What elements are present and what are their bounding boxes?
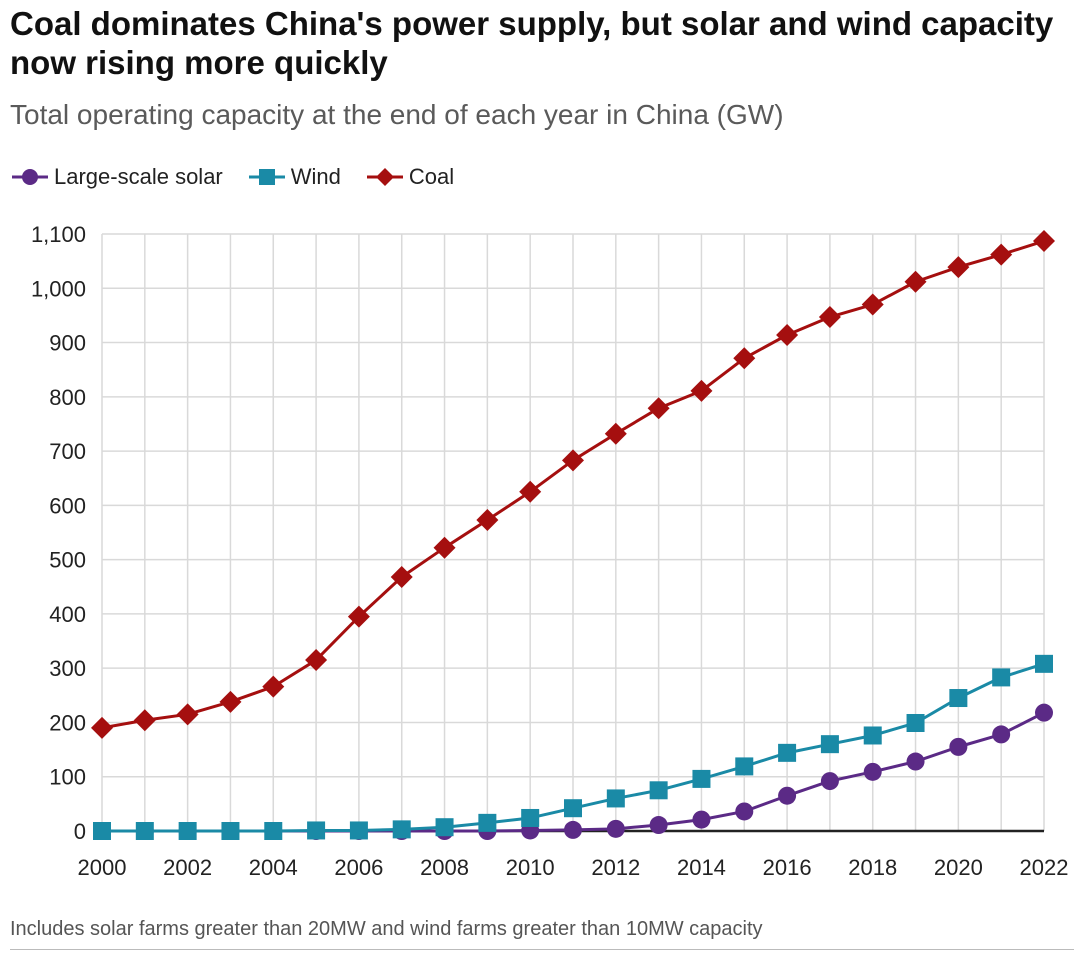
- wind-point: [906, 713, 925, 732]
- legend-label-solar: Large-scale solar: [54, 164, 223, 189]
- y-tick-label: 1,000: [31, 276, 86, 301]
- x-tick-label: 2006: [334, 855, 383, 880]
- wind-point: [93, 822, 111, 840]
- coal-point: [990, 243, 1013, 266]
- coal-point: [562, 449, 584, 472]
- large-scale-solar-point: [778, 786, 797, 805]
- coal-point: [133, 709, 156, 732]
- coal-point: [904, 270, 927, 293]
- diamond-marker-icon: [366, 168, 403, 186]
- wind-point: [478, 813, 497, 832]
- coal-point: [733, 347, 756, 370]
- coal-point: [947, 256, 970, 279]
- x-tick-label: 2020: [934, 855, 983, 880]
- wind-point: [820, 735, 839, 754]
- square-marker-icon: [248, 169, 285, 185]
- y-tick-label: 500: [49, 548, 86, 573]
- wind-point: [692, 769, 711, 788]
- wind-point: [992, 668, 1011, 687]
- coal-point: [219, 690, 242, 713]
- legend: Large-scale solar Wind Coal: [12, 164, 480, 190]
- coal-point: [476, 509, 499, 532]
- y-tick-label: 700: [49, 439, 86, 464]
- x-tick-label: 2018: [848, 855, 897, 880]
- y-tick-label: 600: [49, 493, 86, 518]
- coal-point: [519, 480, 542, 503]
- wind-point: [221, 822, 240, 840]
- y-tick-label: 200: [49, 710, 86, 735]
- wind-point: [307, 821, 326, 840]
- x-tick-label: 2012: [591, 855, 640, 880]
- x-tick-label: 2000: [78, 855, 127, 880]
- x-tick-label: 2022: [1020, 855, 1069, 880]
- wind-point: [392, 820, 411, 839]
- y-tick-label: 300: [49, 656, 86, 681]
- coal-point: [390, 566, 413, 589]
- wind-point: [778, 743, 797, 762]
- y-tick-label: 400: [49, 602, 86, 627]
- y-tick-label: 900: [49, 331, 86, 356]
- wind-point: [649, 781, 668, 800]
- large-scale-solar-point: [735, 802, 754, 821]
- wind-point: [135, 822, 154, 840]
- x-tick-label: 2002: [163, 855, 212, 880]
- coal-point: [647, 397, 670, 420]
- large-scale-solar-point: [863, 762, 882, 781]
- circle-marker-icon: [12, 169, 48, 185]
- x-tick-label: 2016: [763, 855, 812, 880]
- y-tick-label: 1,100: [31, 222, 86, 247]
- legend-item-wind: Wind: [248, 164, 341, 190]
- chart-subtitle: Total operating capacity at the end of e…: [10, 99, 784, 130]
- chart-title: Coal dominates China's power supply, but…: [10, 5, 1054, 81]
- y-tick-label: 100: [49, 765, 86, 790]
- large-scale-solar-point: [649, 816, 668, 835]
- large-scale-solar-point: [949, 737, 968, 756]
- y-tick-label: 800: [49, 385, 86, 410]
- coal-point: [91, 716, 113, 739]
- coal-point: [176, 703, 199, 726]
- legend-item-solar: Large-scale solar: [12, 164, 223, 190]
- line-chart: 0 100 200 300 400 500 600 700 800 900 1,000 1,100 20…: [31, 222, 1069, 880]
- coal-point: [690, 379, 713, 402]
- coal-point: [262, 675, 285, 698]
- wind-point: [949, 689, 968, 708]
- wind-point: [863, 726, 882, 745]
- wind-point: [1035, 654, 1053, 673]
- legend-item-coal: Coal: [366, 164, 455, 190]
- x-tick-label: 2010: [506, 855, 555, 880]
- x-tick-label: 2004: [249, 855, 298, 880]
- coal-point: [433, 536, 456, 559]
- large-scale-solar-point: [692, 810, 711, 829]
- wind-point: [435, 818, 454, 837]
- coal-point: [861, 293, 884, 316]
- coal-point: [776, 323, 799, 346]
- coal-point: [347, 605, 370, 628]
- legend-label-coal: Coal: [408, 164, 455, 189]
- large-scale-solar-point: [820, 772, 839, 791]
- large-scale-solar-point: [564, 820, 582, 839]
- y-tick-label: 0: [74, 819, 86, 844]
- large-scale-solar-point: [992, 725, 1011, 744]
- large-scale-solar-point: [906, 752, 925, 771]
- legend-label-wind: Wind: [290, 164, 341, 189]
- wind-point: [564, 799, 582, 818]
- x-tick-label: 2008: [420, 855, 469, 880]
- coal-point: [604, 422, 627, 445]
- wind-point: [349, 821, 368, 840]
- wind-point: [264, 822, 283, 840]
- wind-point: [606, 789, 625, 808]
- wind-point: [735, 757, 754, 776]
- footnote: Includes solar farms greater than 20MW a…: [10, 918, 763, 940]
- coal-point: [305, 649, 328, 672]
- coal-point: [1033, 230, 1055, 253]
- wind-point: [178, 822, 197, 840]
- large-scale-solar-point: [1035, 703, 1053, 722]
- footer-divider: [10, 949, 1074, 950]
- wind-point: [521, 808, 540, 827]
- x-tick-label: 2014: [677, 855, 726, 880]
- large-scale-solar-point: [606, 819, 625, 838]
- coal-point: [818, 306, 841, 329]
